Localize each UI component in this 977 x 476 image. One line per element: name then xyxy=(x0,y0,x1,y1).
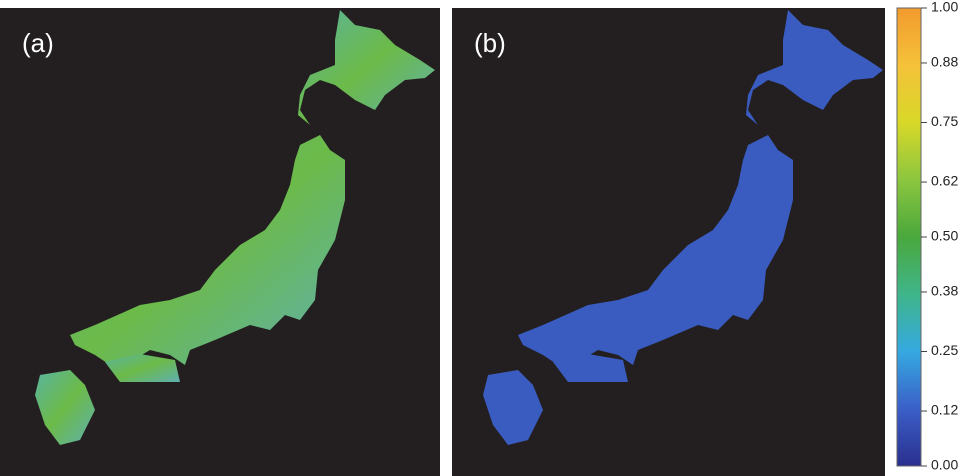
tick-label: 1.00 xyxy=(931,0,958,15)
tick-label: 0.75 xyxy=(931,113,958,129)
tick-label: 0.00 xyxy=(931,457,958,473)
tick-label: 0.38 xyxy=(931,283,958,299)
tick-label: 0.50 xyxy=(931,228,958,244)
tick-label: 0.62 xyxy=(931,173,958,189)
panel-label: (a) xyxy=(22,28,54,58)
colorbar xyxy=(896,7,922,467)
tick-label: 0.25 xyxy=(931,342,958,358)
panel-label: (b) xyxy=(474,28,506,58)
tick-label: 0.12 xyxy=(931,402,958,418)
tick-label: 0.88 xyxy=(931,54,958,70)
